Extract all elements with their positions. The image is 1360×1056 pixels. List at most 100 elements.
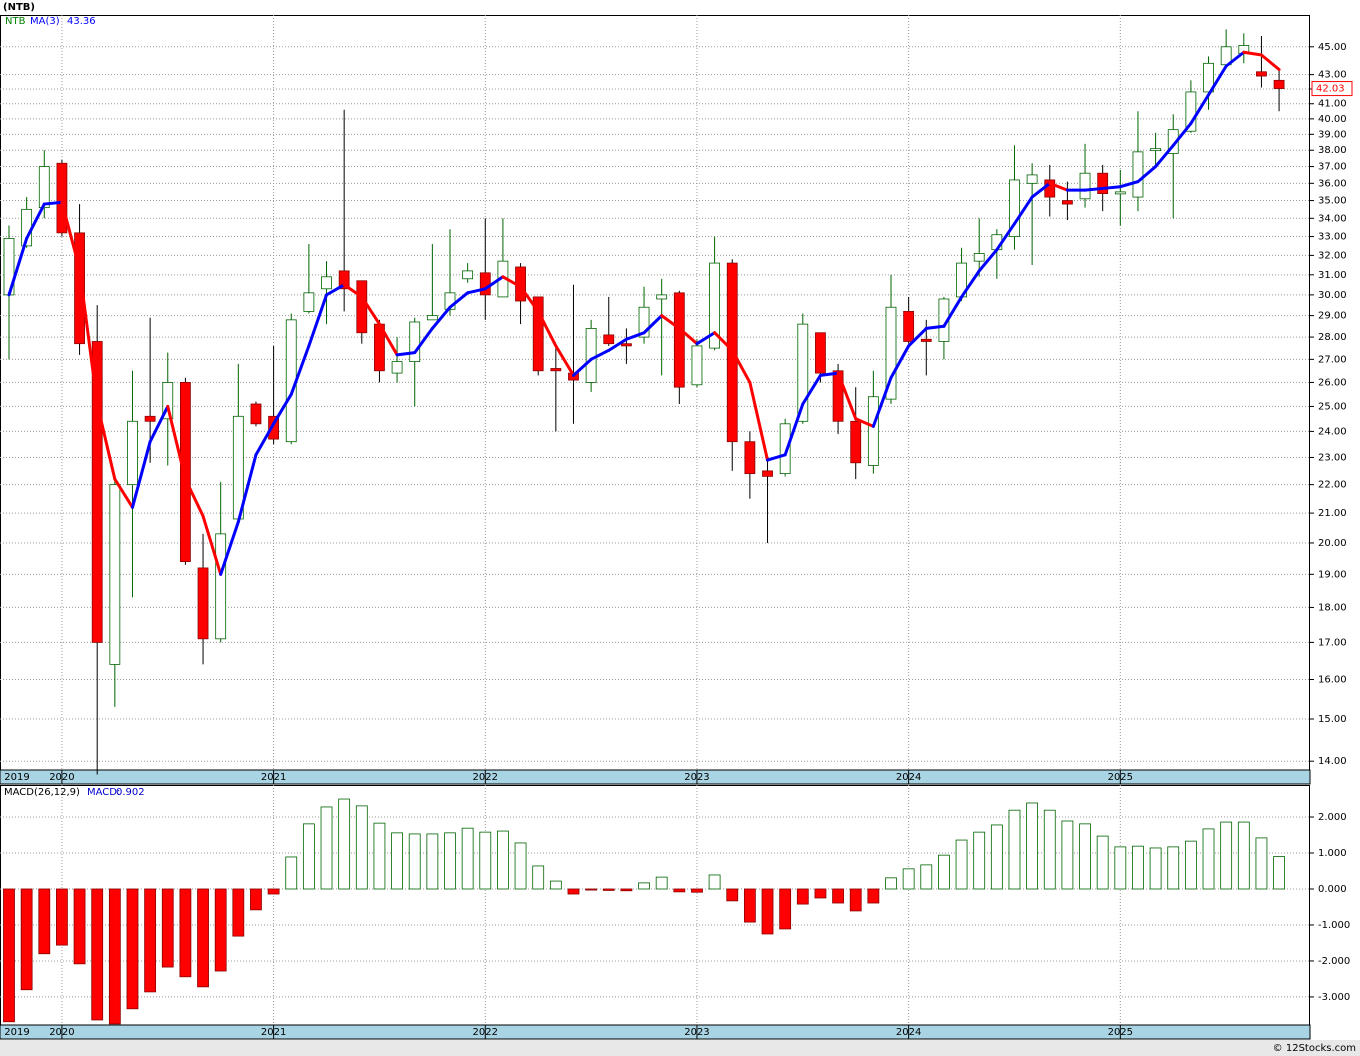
y-tick-label: 23.00 <box>1318 452 1347 463</box>
macd-bar <box>320 806 333 890</box>
y-tick-label: 31.00 <box>1318 270 1347 281</box>
candle-body <box>74 232 85 345</box>
y-tick-label: 21.00 <box>1318 508 1347 519</box>
legend-value: 0.902 <box>116 787 145 798</box>
ma-segment <box>1136 165 1158 184</box>
macd-bar <box>938 854 950 890</box>
candle-body <box>321 276 332 290</box>
macd-bar <box>267 888 280 895</box>
ma-segment <box>607 337 628 352</box>
candle-body <box>656 294 668 300</box>
ma-segment <box>1101 185 1122 190</box>
ma-segment <box>995 222 1016 252</box>
macd-bar <box>849 888 862 912</box>
ma-segment <box>430 305 452 330</box>
ma-segment <box>1048 181 1069 192</box>
candle-body <box>109 484 121 665</box>
ma-segment <box>342 283 364 299</box>
y-tick-label: 34.00 <box>1318 213 1347 224</box>
y-tick-label: 14.00 <box>1318 756 1347 767</box>
plot-area <box>0 15 1310 771</box>
candle-body <box>1079 172 1091 200</box>
macd-bar <box>56 888 68 946</box>
macd-bar <box>1167 846 1180 890</box>
ma-segment <box>854 417 875 428</box>
macd-bar <box>743 888 756 923</box>
macd-bar <box>302 823 315 890</box>
macd-bar <box>726 888 739 902</box>
ma-segment <box>730 348 752 384</box>
y-tick-label: 43.00 <box>1318 70 1347 81</box>
candle-body <box>179 382 191 562</box>
macd-bar <box>161 888 174 968</box>
x-tick-label: 2024 <box>896 1027 921 1038</box>
y-tick-label: 16.00 <box>1318 674 1347 685</box>
ma-segment <box>78 267 99 406</box>
ma-segment <box>766 453 787 462</box>
candle-body <box>91 341 103 643</box>
macd-bar <box>691 888 703 893</box>
candle-body <box>744 441 756 475</box>
x-tick-label: 2021 <box>261 1027 286 1038</box>
candle-body <box>391 361 403 374</box>
macd-bar <box>902 868 915 890</box>
ma-segment <box>236 453 258 524</box>
ma-segment <box>624 331 646 341</box>
macd-bar <box>73 888 86 965</box>
macd-bar <box>990 824 1003 890</box>
plot-area <box>0 785 1310 1026</box>
y-tick-label: 41.00 <box>1318 99 1347 110</box>
macd-bar <box>338 798 351 890</box>
macd-bar <box>1043 809 1056 890</box>
ma-segment <box>130 440 152 509</box>
ma-segment <box>483 275 505 291</box>
ma-segment <box>307 293 329 348</box>
y-tick-label: 25.00 <box>1318 401 1347 412</box>
y-tick-label: 15.00 <box>1318 714 1347 725</box>
ma-segment <box>1012 195 1034 226</box>
ma-segment <box>95 402 117 481</box>
candle-body <box>885 306 897 400</box>
candle-body <box>144 415 156 422</box>
macd-bar <box>673 888 686 893</box>
ma-segment <box>536 309 558 348</box>
macd-bar <box>426 833 439 890</box>
macd-bar <box>1114 846 1127 890</box>
y-tick-label: -1.000 <box>1318 920 1350 931</box>
legend-label: MACD: <box>87 787 120 798</box>
y-tick-label: 38.00 <box>1318 145 1347 156</box>
ma-segment <box>695 331 717 346</box>
candle-body <box>462 270 474 280</box>
macd-bar <box>1273 856 1285 890</box>
ma-segment <box>942 295 964 328</box>
y-tick-label: 17.00 <box>1318 637 1347 648</box>
macd-bar <box>567 888 580 895</box>
macd-bar <box>285 856 298 890</box>
macd-bar <box>3 888 15 1023</box>
ma-segment <box>325 283 346 297</box>
ma-segment <box>571 357 593 377</box>
ma-segment <box>466 287 487 295</box>
macd-bar <box>444 832 456 890</box>
candle-body <box>426 315 438 321</box>
candle-body <box>709 262 720 349</box>
candle-body <box>867 396 879 466</box>
macd-bar <box>20 888 33 991</box>
legend-ma-value: 43.36 <box>67 16 96 27</box>
ma-segment <box>1259 53 1281 72</box>
footer-bar <box>0 1040 1360 1056</box>
ma-segment <box>395 351 417 357</box>
y-tick-label: 18.00 <box>1318 602 1347 613</box>
macd-bar <box>38 888 51 955</box>
ma-segment <box>660 314 681 330</box>
y-tick-label: 0.000 <box>1318 884 1347 895</box>
ma-segment <box>289 344 311 396</box>
macd-bar <box>1184 840 1197 890</box>
y-tick-label: 40.00 <box>1318 114 1347 125</box>
x-tick-label: 2022 <box>473 772 498 783</box>
candle-body <box>162 382 174 420</box>
candle-body <box>215 533 227 640</box>
macd-bar <box>1237 821 1250 890</box>
macd-bar <box>497 830 509 890</box>
macd-bar <box>461 827 474 890</box>
